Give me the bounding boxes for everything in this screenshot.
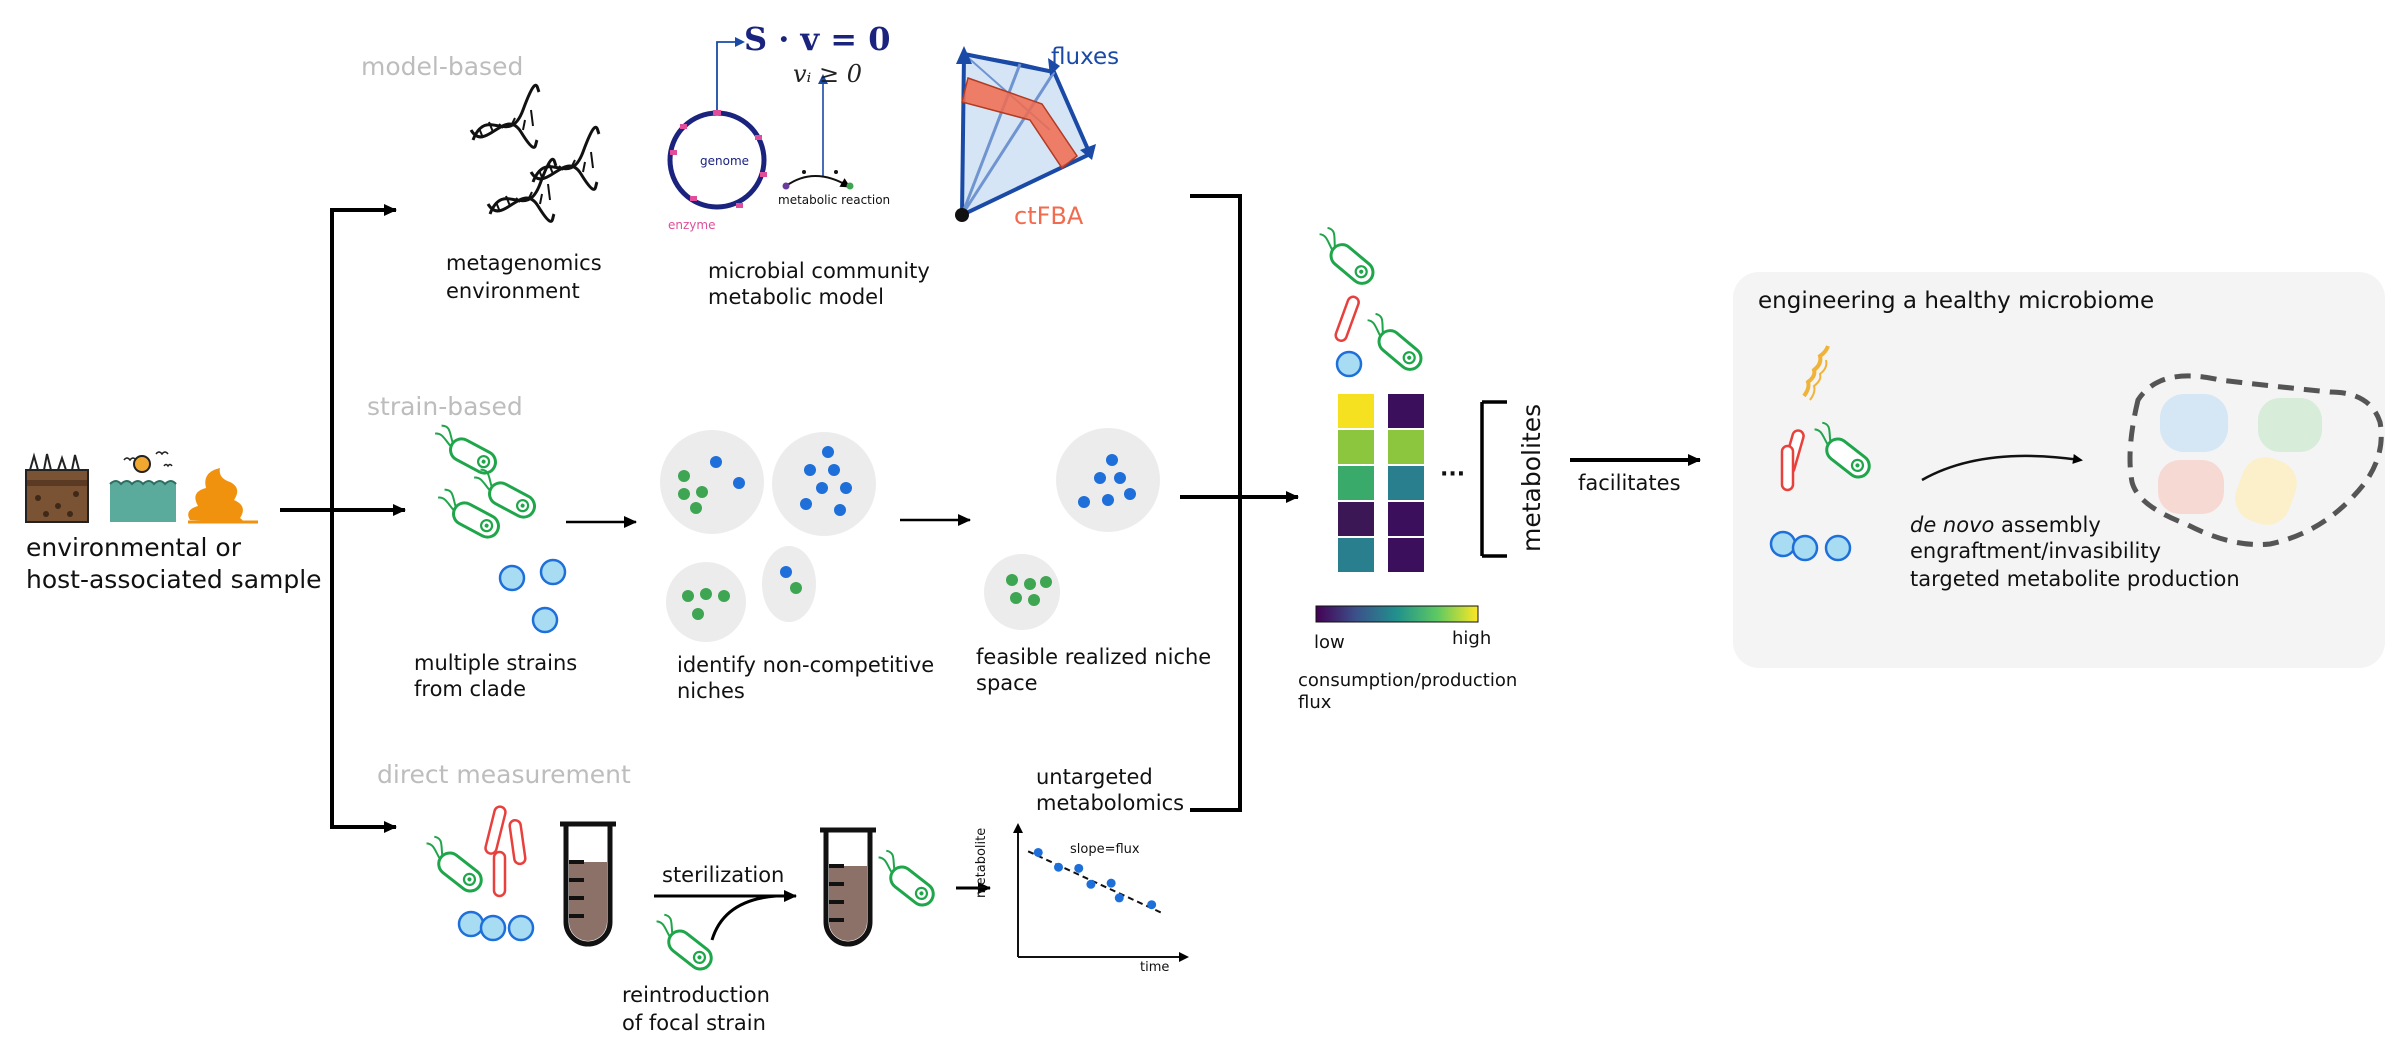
identify-label-line1: identify non-competitive xyxy=(677,653,935,677)
heatmap-cell xyxy=(1338,394,1374,428)
heatmap-cell xyxy=(1388,502,1424,536)
data-point xyxy=(1033,847,1043,857)
heatmap-cell xyxy=(1338,538,1374,572)
colorbar-high-label: high xyxy=(1452,628,1492,649)
metabolomics-plot xyxy=(1013,823,1189,962)
sample-label-line2: host-associated sample xyxy=(26,565,322,594)
collect-bracket xyxy=(1190,194,1242,812)
model-label-line1: microbial community xyxy=(708,259,930,283)
sample-label-line1: environmental or xyxy=(26,533,242,562)
metagenomics-label-line2: environment xyxy=(446,279,580,303)
branch-arrows xyxy=(280,204,406,833)
heatmap-microbes xyxy=(1309,224,1429,378)
model-label-line2: metabolic model xyxy=(708,285,884,309)
data-point xyxy=(1086,879,1096,889)
test-tube-after xyxy=(820,827,941,947)
dna-icons xyxy=(469,83,601,223)
mass-balance-equation: S · v = 0 xyxy=(744,20,891,58)
genome-diagram xyxy=(667,37,854,210)
feasible-label-line1: feasible realized niche xyxy=(976,645,1212,669)
sterilization-arrow xyxy=(647,890,797,975)
niche-circles xyxy=(660,430,876,642)
strains-label-line1: multiple strains xyxy=(414,651,578,675)
colorbar-low-label: low xyxy=(1314,632,1345,653)
heatmap-cell xyxy=(1388,538,1424,572)
identify-label-line2: niches xyxy=(677,679,745,703)
metabolites-bracket xyxy=(1480,400,1507,558)
plot-y-label: metabolite xyxy=(974,827,989,898)
sterilization-label: sterilization xyxy=(662,863,785,887)
assembly-text: assembly xyxy=(1994,513,2101,537)
flux-polytope xyxy=(955,46,1096,222)
enzyme-label: enzyme xyxy=(668,218,716,232)
heatmap-cell xyxy=(1388,430,1424,464)
viridis-colorbar xyxy=(1315,605,1479,623)
ocean-sample-icon xyxy=(109,451,177,522)
facilitates-label: facilitates xyxy=(1578,471,1681,495)
heatmap-cell xyxy=(1388,394,1424,428)
data-point xyxy=(1147,900,1157,910)
section-direct-measurement: direct measurement xyxy=(377,760,631,789)
test-tube-before xyxy=(560,821,616,947)
heatmap-cell xyxy=(1338,466,1374,500)
metagenomics-label-line1: metagenomics xyxy=(446,251,602,275)
metabolites-label: metabolites xyxy=(1517,403,1546,552)
heatmap-caption-line2: flux xyxy=(1298,692,1332,713)
soil-sample-icon xyxy=(25,452,89,523)
section-strain-based: strain-based xyxy=(367,392,523,421)
data-point xyxy=(1074,863,1084,873)
strain-bacteria xyxy=(427,422,541,543)
engineering-title: engineering a healthy microbiome xyxy=(1758,288,2155,314)
ctfba-label: ctFBA xyxy=(1014,202,1084,230)
fluxes-label: fluxes xyxy=(1051,44,1120,70)
untargeted-label-line1: untargeted xyxy=(1036,765,1153,789)
engineering-graphics xyxy=(1733,272,2385,668)
data-point xyxy=(1106,878,1116,888)
flux-constraint: vᵢ ≥ 0 xyxy=(793,60,863,88)
engineering-item-engraftment: engraftment/invasibility xyxy=(1910,539,2162,563)
flux-heatmap xyxy=(1338,394,1424,572)
strains-label-line2: from clade xyxy=(414,677,527,701)
feasible-label-line2: space xyxy=(976,671,1038,695)
heatmap-cell xyxy=(1338,430,1374,464)
strain-spheres xyxy=(498,558,567,634)
plot-x-label: time xyxy=(1140,960,1170,975)
heatmap-cell xyxy=(1388,466,1424,500)
trend-line xyxy=(1027,850,1165,915)
genome-label: genome xyxy=(700,154,750,168)
heatmap-ellipsis: ··· xyxy=(1440,462,1466,487)
reintro-label-line1: reintroduction xyxy=(622,983,770,1007)
engineering-item-assembly: de novo assembly xyxy=(1910,512,2101,538)
engineering-item-targeted: targeted metabolite production xyxy=(1910,567,2240,591)
reintro-label-line2: of focal strain xyxy=(622,1011,766,1035)
heatmap-cell xyxy=(1338,502,1374,536)
de-novo-italic: de novo xyxy=(1910,513,1995,537)
data-point xyxy=(1114,893,1124,903)
measurement-microbes xyxy=(417,805,535,942)
plot-annotation: slope=flux xyxy=(1070,842,1140,857)
section-model-based: model-based xyxy=(361,52,524,81)
reaction-label: metabolic reaction xyxy=(778,193,891,207)
heatmap-caption-line1: consumption/production xyxy=(1298,670,1518,691)
data-point xyxy=(1054,862,1063,872)
feasible-niche-circles xyxy=(984,428,1160,630)
untargeted-label-line2: metabolomics xyxy=(1036,791,1185,815)
stool-sample-icon xyxy=(188,468,258,524)
